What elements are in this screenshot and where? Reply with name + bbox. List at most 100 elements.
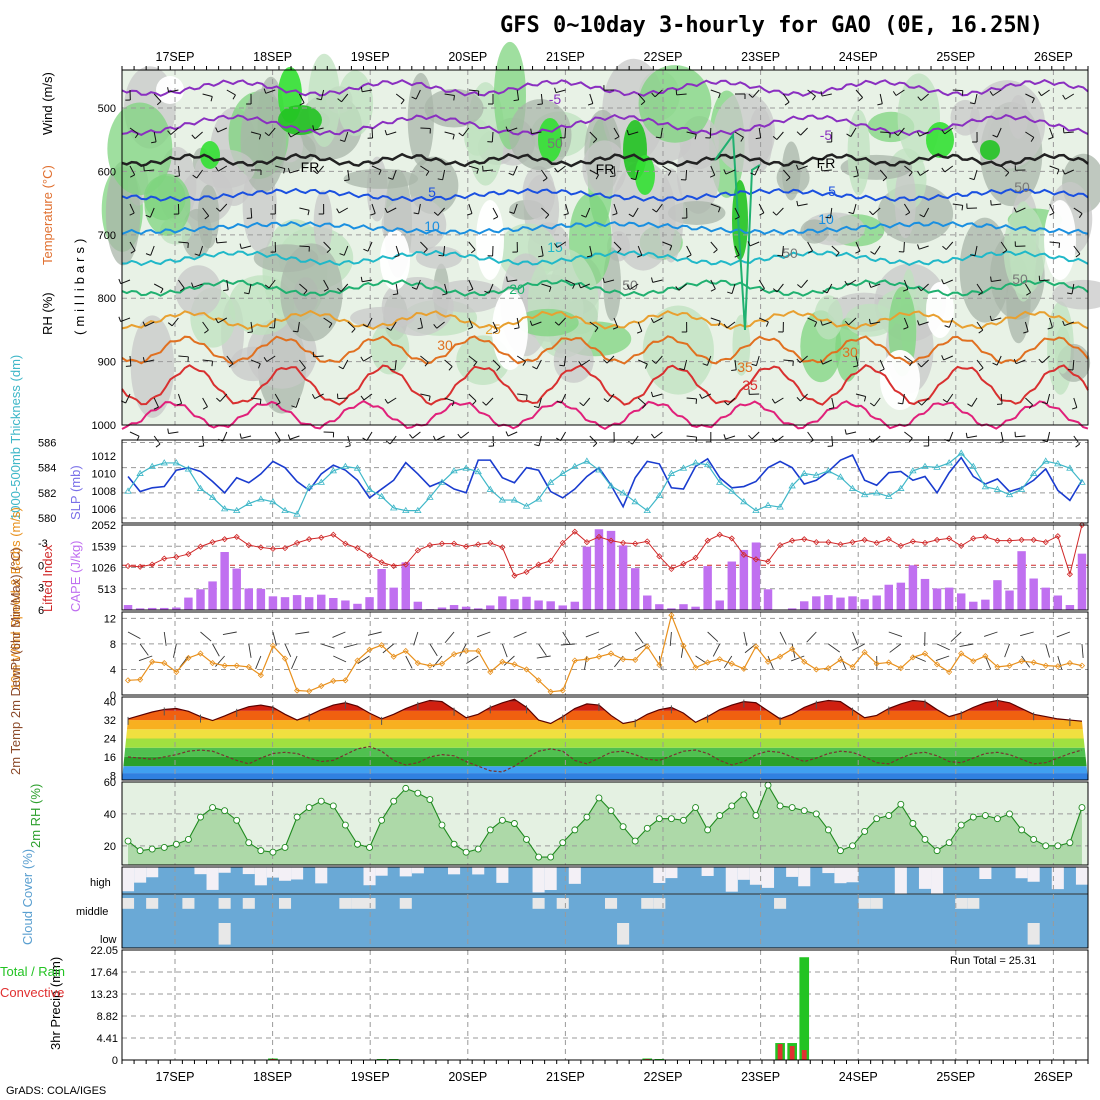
rh-shade [337, 70, 374, 137]
wind-barb-flag [417, 327, 423, 330]
temperature-label: Temperature (°C) [40, 165, 55, 265]
wind-barb [943, 355, 953, 361]
rh-dry-spot [476, 200, 504, 280]
cape-bar [365, 597, 374, 610]
wind-barb-10m [1045, 643, 1050, 658]
wind-speed-point [523, 666, 530, 673]
wind-barb [685, 169, 688, 181]
slp-point [426, 493, 434, 500]
wind-barb [872, 207, 881, 216]
pressure-tick: 800 [98, 293, 116, 305]
wind-barb-flag [844, 280, 848, 286]
wind-barb-flag [675, 286, 680, 291]
cape-bar [1029, 578, 1038, 610]
wind-barb-flag [448, 366, 453, 371]
cloud-mid-gap [641, 898, 654, 909]
cape-bar [256, 588, 266, 610]
rh-dry-spot [492, 290, 528, 370]
rh-2m-point [788, 804, 796, 811]
wind-barb-flag [1005, 172, 1010, 177]
cape-bar [341, 600, 350, 610]
wind-barb-flag [694, 134, 697, 140]
wind-10m-panel: 0 4 8 12 [104, 612, 1088, 702]
cloud-mid-gap [653, 898, 666, 909]
wind-barb [632, 207, 639, 217]
wind-barb [637, 93, 646, 102]
wind-speed-point [149, 658, 156, 665]
wind-barb-flag [586, 255, 593, 258]
wind-barb-flag [458, 132, 463, 137]
li-point [777, 542, 784, 549]
wind-barb [153, 93, 162, 102]
wind-barb [1071, 283, 1075, 294]
wind-barb [125, 393, 131, 404]
wind-barb-flag [192, 174, 198, 179]
li-point [740, 551, 747, 558]
isotherm-line [121, 152, 1089, 168]
wind-barb [250, 321, 253, 332]
wind-barb-flag [903, 326, 909, 330]
wind-barb [831, 435, 834, 447]
wind-barb-10m [503, 655, 515, 666]
wind-barb-flag [522, 361, 527, 366]
li-point [535, 561, 542, 568]
contour-label: 15 [547, 239, 563, 255]
wind-barb-flag [796, 200, 799, 206]
cloud-low-gap [1027, 923, 1040, 945]
wind-barb [776, 131, 784, 140]
slp-point [800, 469, 808, 476]
wind-speed-point [644, 643, 651, 650]
wind-barb-flag [636, 330, 643, 334]
wind-barb [153, 283, 164, 290]
cape-bar [377, 568, 386, 610]
thickness-tick: 580 [38, 513, 56, 525]
li-point [161, 555, 168, 562]
date-label-bottom: 21SEP [546, 1070, 585, 1084]
wind-speed-point [994, 663, 1001, 670]
li-point [221, 536, 228, 543]
wind-speed-point [257, 672, 264, 679]
isotherm-line [121, 279, 1089, 297]
cloud-high-gap [218, 867, 231, 873]
wind-barb-flag [563, 213, 569, 216]
wind-barb [129, 127, 139, 135]
wind-speed-point [318, 682, 325, 690]
wind-barb [676, 93, 687, 96]
cloud-mid-gap [605, 898, 618, 909]
wind-barb-flag [385, 440, 391, 445]
wind-barb [734, 359, 737, 370]
wind-barb-10m [459, 643, 467, 657]
slp-point [329, 467, 338, 474]
wind-barb-flag [438, 254, 444, 257]
wind-barb [799, 355, 808, 364]
wind-barb [347, 321, 356, 330]
wind-barb [226, 279, 229, 290]
cape-bar [884, 584, 893, 610]
slp-point [752, 506, 760, 514]
cape-bar [655, 604, 664, 610]
wind-barb-flag [853, 175, 859, 178]
wind-barb-10m [1057, 655, 1063, 670]
wind-barb-flag [610, 175, 616, 177]
wind-barb [268, 279, 276, 289]
li-point [475, 541, 482, 548]
rh-dry-spot [1044, 200, 1076, 280]
wind-barb-flag [554, 87, 557, 93]
wind-barb [516, 317, 520, 328]
li-line [128, 524, 1083, 577]
wind-barb-flag [844, 429, 847, 435]
slp-point [1078, 478, 1086, 485]
wind-barb [250, 397, 261, 400]
wind-barb-flag [476, 168, 479, 174]
temp-band [122, 720, 1088, 730]
wind-barb-flag [533, 405, 539, 409]
cape-bar [558, 605, 567, 610]
pressure-tick: 700 [98, 230, 116, 242]
wind-barb [129, 431, 140, 437]
wind-barb [342, 359, 349, 370]
date-label-bottom: 23SEP [741, 1070, 780, 1084]
wind-barb [967, 435, 978, 439]
wind-barb [807, 317, 817, 323]
cape-bar [739, 549, 749, 610]
wind-barb-flag [652, 208, 657, 213]
